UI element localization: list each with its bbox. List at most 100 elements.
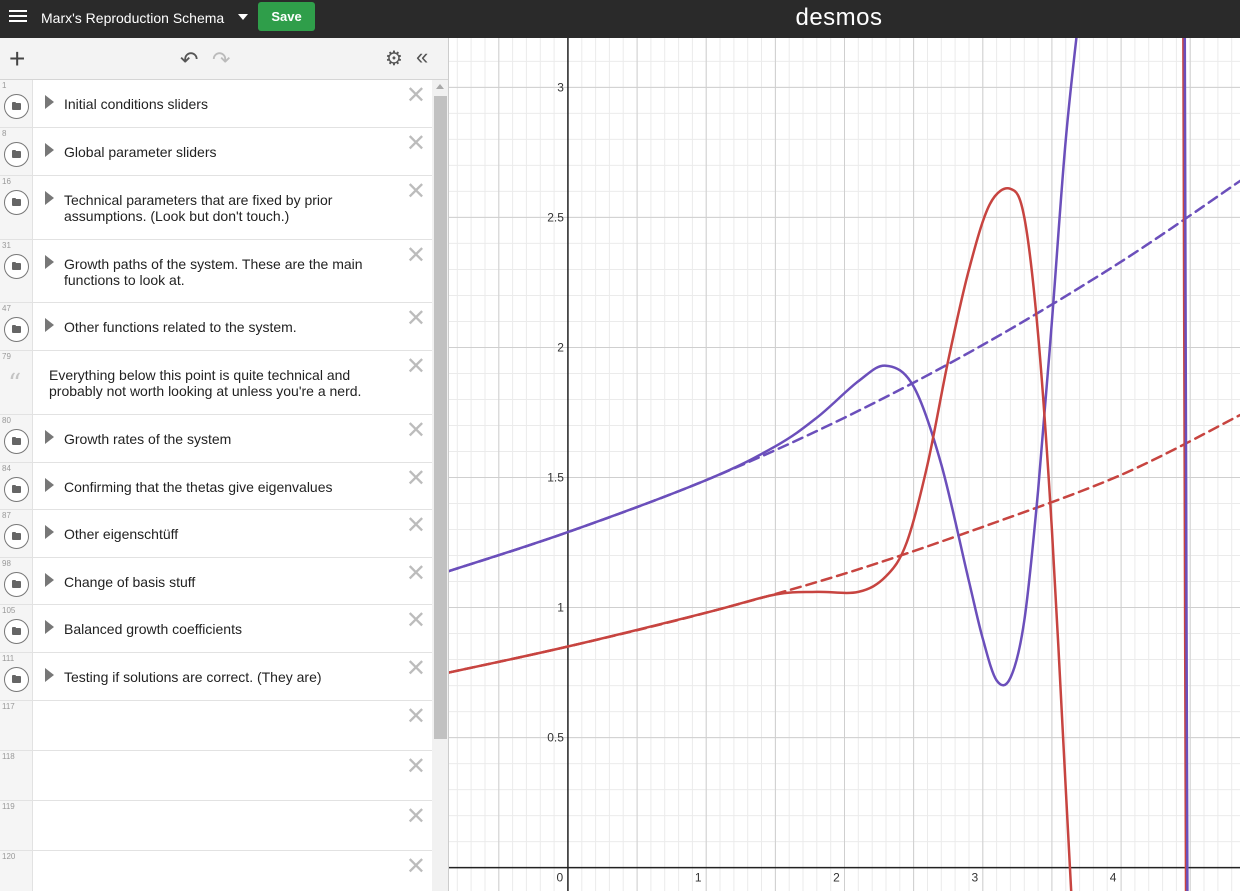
- row-gutter: 119: [0, 801, 33, 850]
- curve-solid-3: [449, 187, 1073, 891]
- close-icon[interactable]: ✕: [405, 560, 426, 587]
- close-icon[interactable]: ✕: [405, 305, 426, 332]
- folder-title[interactable]: Growth paths of the system. These are th…: [64, 256, 363, 288]
- close-icon[interactable]: ✕: [405, 655, 426, 682]
- folder-title[interactable]: Change of basis stuff: [64, 574, 196, 590]
- folder-title[interactable]: Other eigenschtüff: [64, 526, 179, 542]
- curve-solid-4: [1182, 38, 1188, 891]
- folder-title[interactable]: Global parameter sliders: [64, 144, 217, 160]
- scroll-up-arrow-icon[interactable]: [436, 84, 444, 89]
- close-icon[interactable]: ✕: [405, 178, 426, 205]
- row-gutter: 98: [0, 558, 33, 604]
- double-chevron-left-icon[interactable]: «: [416, 44, 429, 69]
- folder-icon[interactable]: [4, 572, 29, 597]
- undo-icon[interactable]: ↶: [180, 47, 199, 72]
- close-icon[interactable]: ✕: [405, 703, 426, 730]
- note-row[interactable]: 79 “ Everything below this point is quite …: [0, 351, 432, 415]
- row-number: 118: [2, 752, 15, 761]
- folder-title[interactable]: Other functions related to the system.: [64, 319, 297, 335]
- gear-icon[interactable]: ⚙: [385, 48, 403, 70]
- graph-title[interactable]: Marx's Reproduction Schema: [41, 10, 225, 26]
- folder-icon[interactable]: [4, 667, 29, 692]
- x-tick-label: 1: [695, 871, 702, 885]
- expand-triangle-icon[interactable]: [45, 318, 54, 332]
- folder-row[interactable]: 8 Global parameter sliders ✕: [0, 128, 432, 176]
- folder-row[interactable]: 87 Other eigenschtüff ✕: [0, 510, 432, 558]
- folder-row[interactable]: 111 Testing if solutions are correct. (Th…: [0, 653, 432, 701]
- expand-triangle-icon[interactable]: [45, 255, 54, 269]
- close-icon[interactable]: ✕: [405, 512, 426, 539]
- expand-triangle-icon[interactable]: [45, 95, 54, 109]
- folder-icon[interactable]: [4, 477, 29, 502]
- close-icon[interactable]: ✕: [405, 353, 426, 380]
- empty-expression-row[interactable]: 117 ✕: [0, 701, 432, 751]
- folder-row[interactable]: 31 Growth paths of the system. These are …: [0, 240, 432, 303]
- row-number: 120: [2, 852, 16, 861]
- close-icon[interactable]: ✕: [405, 242, 426, 269]
- folder-row[interactable]: 47 Other functions related to the system.…: [0, 303, 432, 351]
- expand-triangle-icon[interactable]: [45, 430, 54, 444]
- close-icon[interactable]: ✕: [405, 803, 426, 830]
- graph-paper[interactable]: 0 1 2 3 4 0.5 1 1.5 2 2.5 3: [449, 38, 1240, 891]
- close-icon[interactable]: ✕: [405, 607, 426, 634]
- scrollbar[interactable]: [432, 80, 448, 891]
- folder-row[interactable]: 1 Initial conditions sliders ✕: [0, 80, 432, 128]
- folder-row[interactable]: 98 Change of basis stuff ✕: [0, 558, 432, 605]
- folder-row[interactable]: 80 Growth rates of the system ✕: [0, 415, 432, 463]
- close-icon[interactable]: ✕: [405, 82, 426, 109]
- y-tick-label: 3: [557, 80, 564, 94]
- folder-row[interactable]: 16 Technical parameters that are fixed by…: [0, 176, 432, 240]
- row-number: 105: [2, 606, 16, 615]
- expand-triangle-icon[interactable]: [45, 668, 54, 682]
- folder-title[interactable]: Testing if solutions are correct. (They …: [64, 669, 322, 685]
- row-gutter: 120: [0, 851, 33, 891]
- note-text[interactable]: Everything below this point is quite tec…: [49, 367, 362, 399]
- folder-title[interactable]: Initial conditions sliders: [64, 96, 208, 112]
- save-button[interactable]: Save: [258, 2, 315, 31]
- expand-triangle-icon[interactable]: [45, 620, 54, 634]
- close-icon[interactable]: ✕: [405, 130, 426, 157]
- expand-triangle-icon[interactable]: [45, 191, 54, 205]
- close-icon[interactable]: ✕: [405, 853, 426, 880]
- folder-icon[interactable]: [4, 254, 29, 279]
- folder-title[interactable]: Confirming that the thetas give eigenval…: [64, 479, 333, 495]
- close-icon[interactable]: ✕: [405, 465, 426, 492]
- scrollbar-thumb[interactable]: [434, 96, 447, 739]
- empty-expression-row[interactable]: 120 ✕: [0, 851, 432, 891]
- y-tick-label: 1.5: [547, 471, 564, 485]
- curve-dashed-0: [449, 179, 1240, 573]
- chevron-down-icon[interactable]: [238, 14, 248, 20]
- row-number: 16: [2, 177, 11, 186]
- empty-expression-row[interactable]: 119 ✕: [0, 801, 432, 851]
- expand-triangle-icon[interactable]: [45, 573, 54, 587]
- folder-icon[interactable]: [4, 94, 29, 119]
- y-tick-label: 1: [557, 601, 564, 615]
- folder-title[interactable]: Growth rates of the system: [64, 431, 232, 447]
- folder-row[interactable]: 84 Confirming that the thetas give eigenv…: [0, 463, 432, 510]
- plus-icon[interactable]: +: [9, 43, 26, 74]
- folder-icon[interactable]: [4, 317, 29, 342]
- folder-title[interactable]: Technical parameters that are fixed by p…: [64, 192, 333, 224]
- folder-icon[interactable]: [4, 429, 29, 454]
- expand-triangle-icon[interactable]: [45, 525, 54, 539]
- hamburger-menu-icon[interactable]: [9, 9, 27, 27]
- folder-icon[interactable]: [4, 142, 29, 167]
- expand-triangle-icon[interactable]: [45, 478, 54, 492]
- folder-title[interactable]: Balanced growth coefficients: [64, 621, 242, 637]
- top-bar: Marx's Reproduction Schema Save desmos: [0, 0, 1240, 38]
- folder-icon[interactable]: [4, 190, 29, 215]
- close-icon[interactable]: ✕: [405, 417, 426, 444]
- close-icon[interactable]: ✕: [405, 753, 426, 780]
- graph-canvas[interactable]: 0 1 2 3 4 0.5 1 1.5 2 2.5 3: [449, 38, 1240, 891]
- folder-icon[interactable]: [4, 524, 29, 549]
- redo-icon[interactable]: ↷: [212, 47, 231, 72]
- empty-expression-row[interactable]: 118 ✕: [0, 751, 432, 801]
- folder-row[interactable]: 105 Balanced growth coefficients ✕: [0, 605, 432, 653]
- folder-icon[interactable]: [4, 619, 29, 644]
- row-gutter: 117: [0, 701, 33, 750]
- row-gutter: 84: [0, 463, 33, 509]
- row-number: 84: [2, 464, 11, 473]
- row-number: 80: [2, 416, 11, 425]
- expand-triangle-icon[interactable]: [45, 143, 54, 157]
